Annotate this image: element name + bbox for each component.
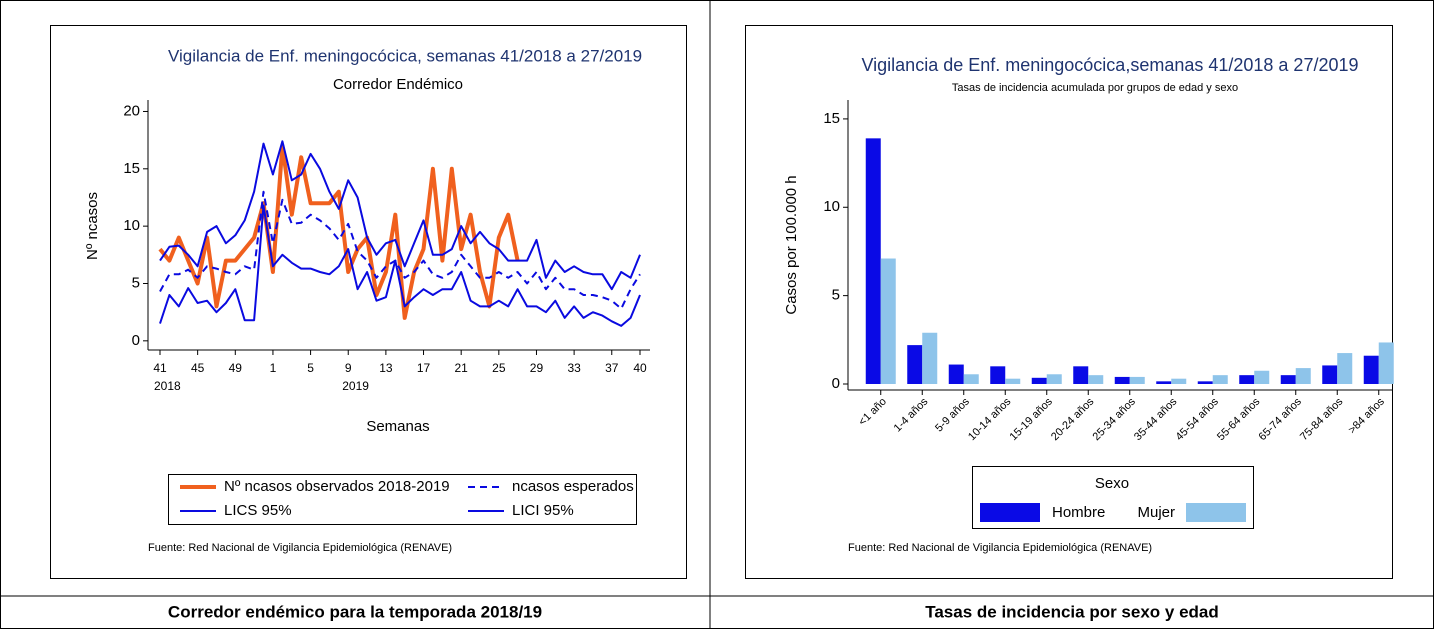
y-tick-label: 20 bbox=[123, 102, 140, 119]
bar bbox=[1171, 378, 1187, 384]
legend-box bbox=[972, 466, 1254, 529]
bar bbox=[1254, 370, 1270, 384]
x-tick-label: 55-64 años bbox=[1215, 395, 1263, 443]
bar bbox=[865, 138, 881, 384]
y-tick-label: 15 bbox=[123, 160, 140, 177]
bar bbox=[1073, 366, 1089, 384]
source-note: Fuente: Red Nacional de Vigilancia Epide… bbox=[848, 542, 1152, 554]
x-tick-label: 41 bbox=[153, 361, 167, 375]
y-tick-label: 5 bbox=[832, 287, 840, 304]
bar bbox=[963, 374, 979, 384]
x-sublabel: 2018 bbox=[154, 379, 181, 393]
bar bbox=[1129, 376, 1145, 384]
x-tick-label: 49 bbox=[229, 361, 243, 375]
legend-box bbox=[168, 474, 637, 525]
x-tick-label: 17 bbox=[417, 361, 431, 375]
x-tick-label: 25 bbox=[492, 361, 506, 375]
x-tick-label: 65-74 años bbox=[1257, 395, 1305, 443]
bar bbox=[1337, 353, 1353, 384]
x-tick-label: 13 bbox=[379, 361, 393, 375]
x-tick-label: 25-34 años bbox=[1091, 395, 1139, 443]
series-line bbox=[158, 143, 520, 320]
x-tick-label: 33 bbox=[567, 361, 581, 375]
caption: Corredor endémico para la temporada 2018… bbox=[168, 602, 542, 621]
y-tick-label: 15 bbox=[823, 110, 840, 127]
caption: Tasas de incidencia por sexo y edad bbox=[925, 602, 1219, 621]
chart-frame bbox=[745, 25, 1393, 579]
y-axis-label: Casos por 100.000 h bbox=[783, 175, 800, 314]
x-sublabel: 2019 bbox=[342, 379, 369, 393]
bar bbox=[990, 366, 1006, 384]
bar bbox=[880, 258, 896, 384]
bar bbox=[922, 332, 938, 384]
legend-label: ncasos esperados bbox=[512, 478, 634, 495]
x-tick-label: 37 bbox=[605, 361, 619, 375]
series-line bbox=[159, 190, 641, 310]
series-line bbox=[159, 140, 641, 291]
y-tick-label: 0 bbox=[832, 375, 840, 392]
y-tick-label: 10 bbox=[823, 198, 840, 215]
chart-subtitle: Corredor Endémico bbox=[333, 76, 463, 93]
x-tick-label: >84 años bbox=[1346, 395, 1387, 436]
legend-label: Mujer bbox=[1137, 504, 1175, 521]
x-tick-label: 10-14 años bbox=[966, 395, 1014, 443]
bar bbox=[1156, 381, 1172, 384]
bar bbox=[1363, 355, 1379, 384]
bar bbox=[1322, 365, 1338, 384]
x-tick-label: 35-44 años bbox=[1132, 395, 1180, 443]
x-tick-label: 15-19 años bbox=[1008, 395, 1056, 443]
bar bbox=[1197, 381, 1213, 384]
chart-title: Vigilancia de Enf. meningocócica, semana… bbox=[168, 46, 642, 65]
bar bbox=[1046, 374, 1062, 384]
x-tick-label: 20-24 años bbox=[1049, 395, 1097, 443]
x-tick-label: 1 bbox=[270, 361, 277, 375]
bar bbox=[1295, 368, 1311, 384]
x-tick-label: 75-84 años bbox=[1298, 395, 1346, 443]
series-line bbox=[159, 204, 641, 327]
bar bbox=[1114, 376, 1130, 384]
legend-swatch bbox=[980, 503, 1040, 522]
x-tick-label: 5-9 años bbox=[933, 395, 972, 434]
chart-subtitle: Tasas de incidencia acumulada por grupos… bbox=[952, 82, 1238, 94]
x-tick-label: 21 bbox=[454, 361, 468, 375]
legend-swatch bbox=[1186, 503, 1246, 522]
x-tick-label: 40 bbox=[633, 361, 647, 375]
x-axis-label: Semanas bbox=[366, 418, 429, 435]
x-tick-label: 29 bbox=[530, 361, 544, 375]
x-tick-label: 5 bbox=[307, 361, 314, 375]
chart-frame bbox=[50, 25, 687, 579]
legend-label: Hombre bbox=[1052, 504, 1105, 521]
bar bbox=[907, 345, 923, 384]
chart-title: Vigilancia de Enf. meningocócica,semanas… bbox=[861, 55, 1358, 75]
y-tick-label: 10 bbox=[123, 217, 140, 234]
x-tick-label: 1-4 años bbox=[892, 395, 931, 434]
bar bbox=[1031, 377, 1047, 384]
y-axis-label: Nº ncasos bbox=[84, 192, 101, 260]
legend-title: Sexo bbox=[1095, 475, 1129, 492]
legend-label: LICS 95% bbox=[224, 502, 292, 519]
y-tick-label: 0 bbox=[132, 332, 140, 349]
bar bbox=[1239, 375, 1255, 384]
x-tick-label: 45 bbox=[191, 361, 205, 375]
source-note: Fuente: Red Nacional de Vigilancia Epide… bbox=[148, 542, 452, 554]
bar bbox=[1378, 342, 1394, 384]
bar bbox=[1005, 378, 1021, 384]
x-tick-label: 45-54 años bbox=[1174, 395, 1222, 443]
x-tick-label: <1 año bbox=[856, 396, 888, 428]
x-tick-label: 9 bbox=[345, 361, 352, 375]
legend-label: Nº ncasos observados 2018-2019 bbox=[224, 478, 450, 495]
legend-label: LICI 95% bbox=[512, 502, 574, 519]
bar bbox=[948, 364, 964, 384]
y-tick-label: 5 bbox=[132, 274, 140, 291]
bar bbox=[1088, 375, 1104, 384]
bar bbox=[1280, 375, 1296, 384]
bar bbox=[1212, 375, 1228, 384]
